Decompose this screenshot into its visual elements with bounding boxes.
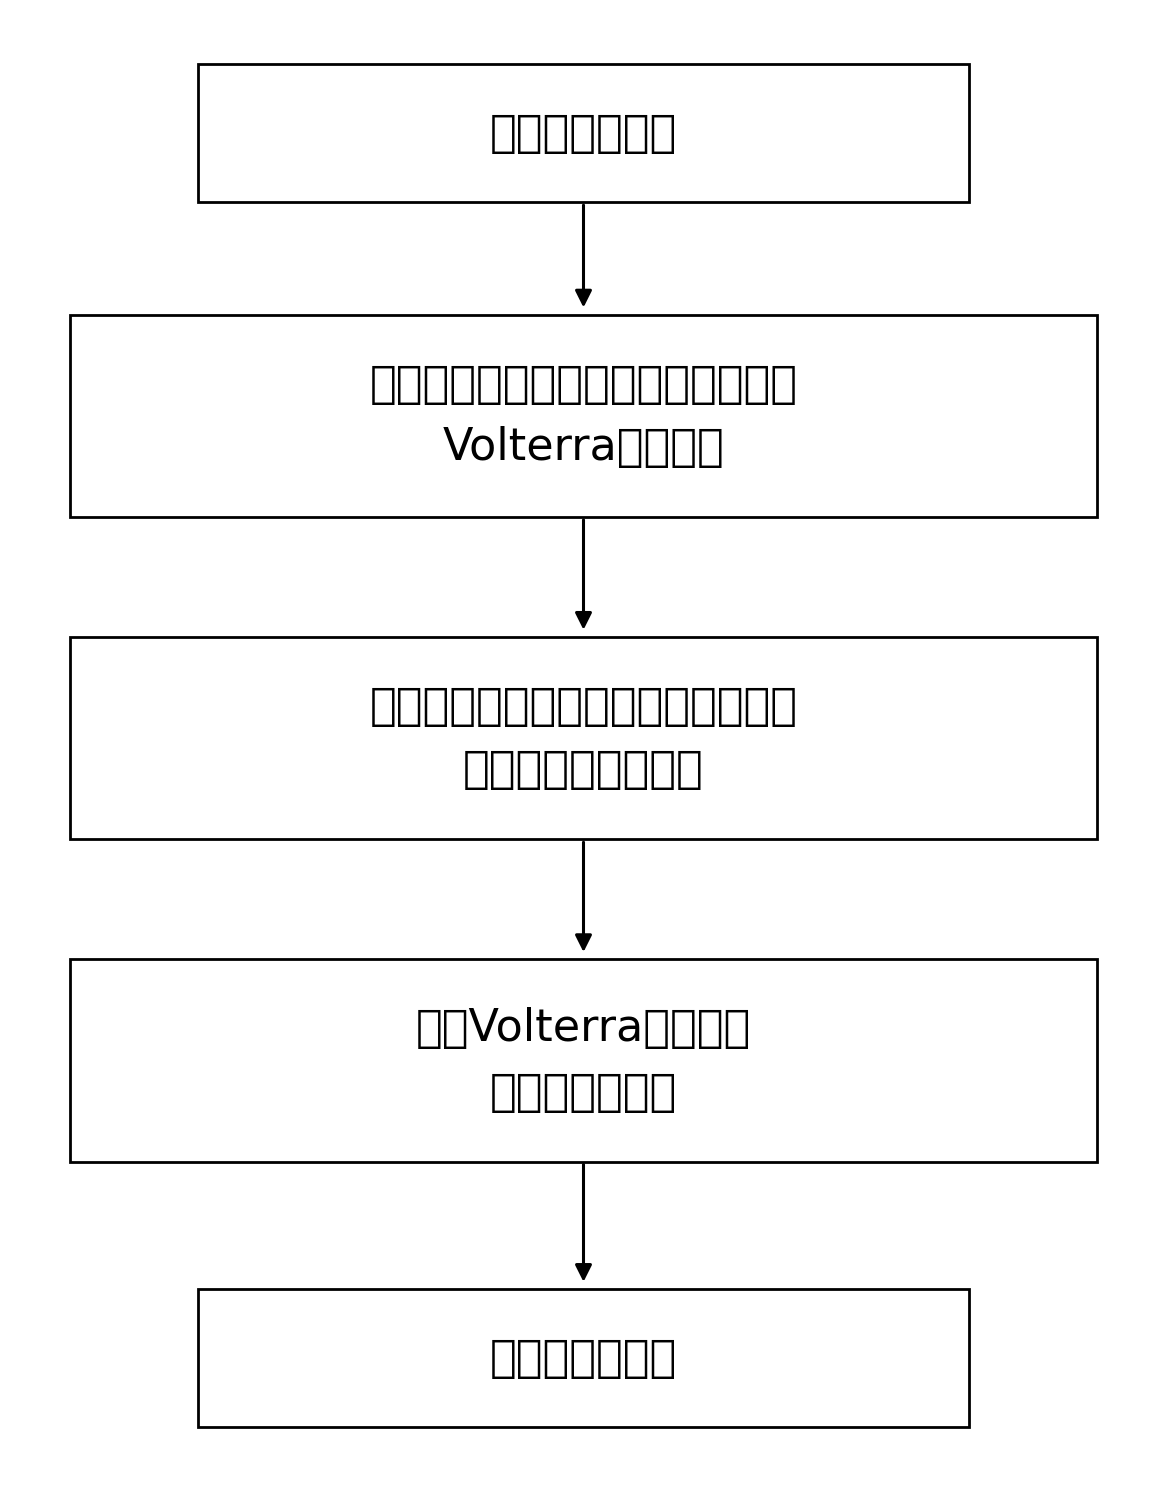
Text: 生成第一地震波: 生成第一地震波 <box>490 112 677 154</box>
Text: 得到第二地震波: 得到第二地震波 <box>490 1337 677 1379</box>
FancyBboxPatch shape <box>70 315 1097 517</box>
Text: 对第一地震波进行小波分解，并采用
Volterra级数展开: 对第一地震波进行小波分解，并采用 Volterra级数展开 <box>370 363 797 469</box>
Text: 缩放Volterra级数使误
差指数满足要求: 缩放Volterra级数使误 差指数满足要求 <box>415 1007 752 1114</box>
Text: 得出第一地震波计算反应谱与规范反
应谱之间的误差指数: 得出第一地震波计算反应谱与规范反 应谱之间的误差指数 <box>370 685 797 791</box>
FancyBboxPatch shape <box>198 1289 969 1427</box>
FancyBboxPatch shape <box>70 637 1097 839</box>
FancyBboxPatch shape <box>198 64 969 202</box>
FancyBboxPatch shape <box>70 959 1097 1162</box>
